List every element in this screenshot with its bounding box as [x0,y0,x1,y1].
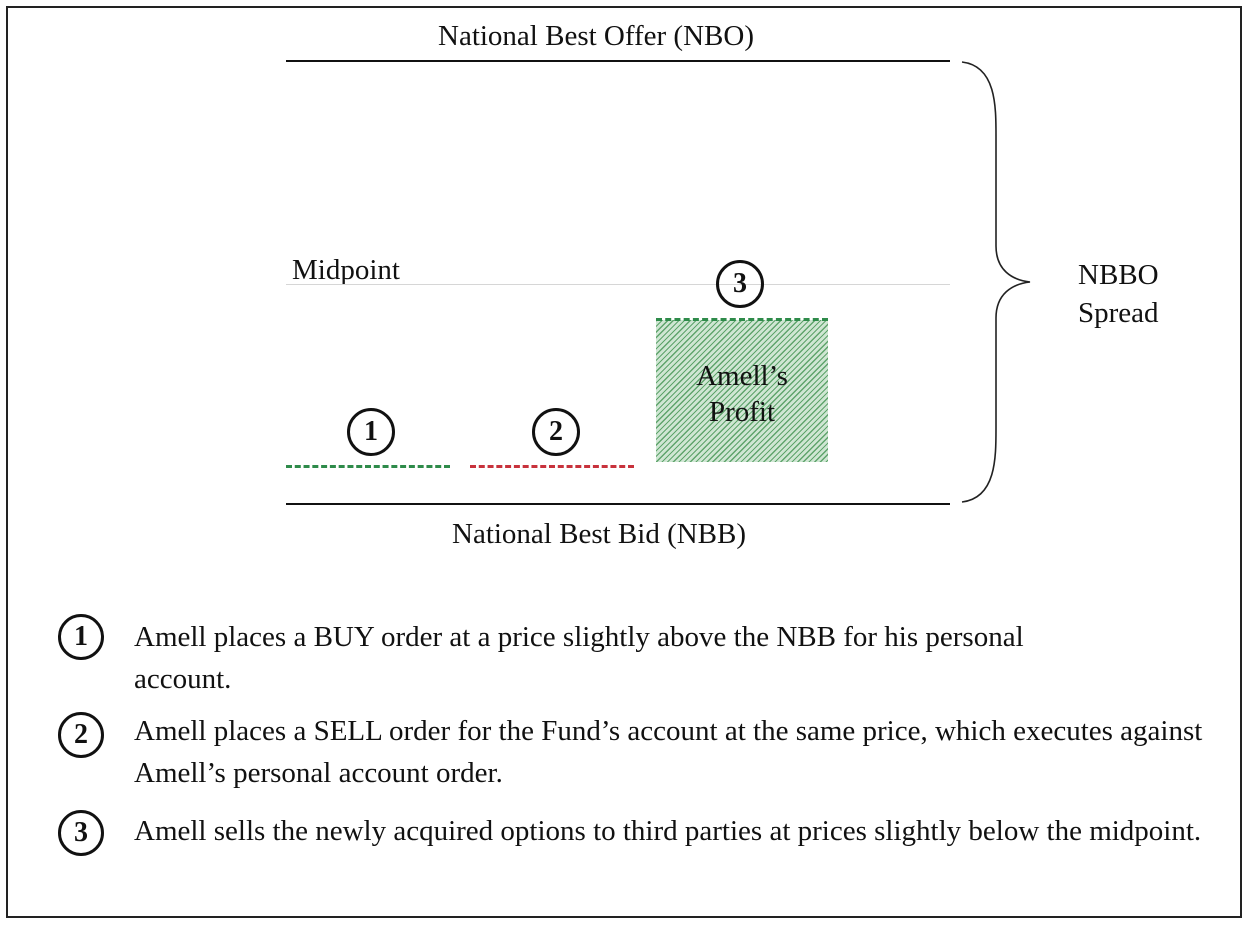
spread-label-line1: NBBO [1078,259,1159,291]
profit-label-line2: Profit [708,396,776,428]
nbb-label: National Best Bid (NBB) [452,518,747,550]
spread-label: NBBO Spread [1078,256,1159,332]
nbo-line [286,60,950,62]
step-1-marker: 1 [347,408,395,456]
step-3-marker: 3 [716,260,764,308]
legend-2-marker: 2 [58,712,104,758]
legend-2-number: 2 [74,719,88,750]
profit-area [656,320,828,462]
step-1-number: 1 [364,416,378,447]
legend-3-number: 3 [74,817,88,848]
buy-order-line [286,465,450,468]
legend-1-text: Amell places a BUY order at a price slig… [134,621,1024,695]
sell-order-line [470,465,634,468]
legend-1-marker: 1 [58,614,104,660]
step-3-number: 3 [733,268,747,299]
midpoint-label: Midpoint [292,254,400,286]
nbo-label: National Best Offer (NBO) [438,20,754,52]
step-2-marker: 2 [532,408,580,456]
legend-3-text: Amell sells the newly acquired options t… [134,815,1202,847]
nbb-line [286,503,950,505]
legend-3-marker: 3 [58,810,104,856]
profit-label-line1: Amell’s [696,360,788,392]
midpoint-line [286,284,950,285]
sell-third-party-line [656,318,828,321]
legend-2-text: Amell places a SELL order for the Fund’s… [134,715,1203,789]
profit-label: Amell’s Profit [656,358,828,430]
legend-1-number: 1 [74,621,88,652]
step-2-number: 2 [549,416,563,447]
spread-label-line2: Spread [1078,297,1159,329]
spread-brace [961,61,1031,503]
diagram-frame [6,6,1242,918]
